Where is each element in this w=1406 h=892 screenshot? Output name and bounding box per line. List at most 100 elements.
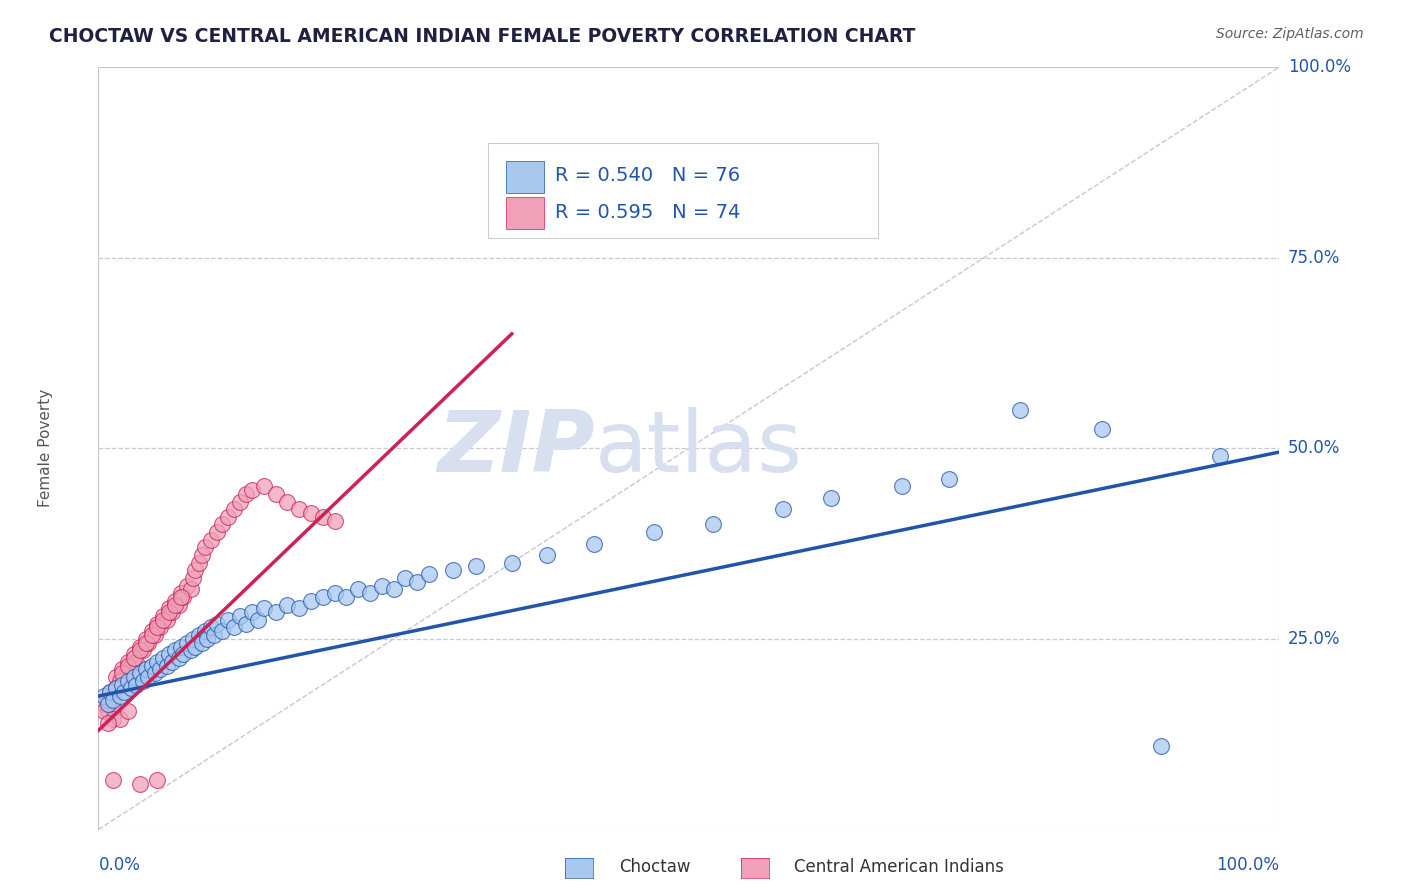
Point — [501, 556, 523, 570]
Point — [143, 666, 166, 681]
Bar — [506, 161, 544, 193]
Point — [1209, 449, 1232, 463]
Point — [253, 601, 276, 615]
Text: 0.0%: 0.0% — [98, 856, 141, 874]
Point — [240, 483, 263, 498]
Point — [108, 689, 131, 703]
Point — [323, 514, 346, 528]
Point — [323, 586, 346, 600]
Point — [157, 647, 180, 661]
Point — [167, 651, 190, 665]
Point — [156, 658, 179, 673]
Point — [224, 620, 246, 634]
Point — [105, 670, 128, 684]
Point — [152, 609, 174, 624]
Point — [359, 586, 381, 600]
Point — [167, 598, 190, 612]
Point — [111, 666, 134, 681]
Point — [146, 655, 169, 669]
Point — [202, 628, 225, 642]
Point — [97, 704, 120, 718]
Point — [157, 601, 180, 615]
Point — [112, 670, 135, 684]
Point — [165, 594, 187, 608]
Point — [200, 533, 222, 547]
Point — [702, 517, 724, 532]
Point — [1091, 422, 1114, 436]
Point — [176, 578, 198, 592]
Point — [121, 658, 143, 673]
Point — [141, 624, 163, 639]
Point — [312, 509, 335, 524]
Point — [136, 636, 159, 650]
Point — [165, 643, 187, 657]
Point — [312, 590, 335, 604]
Point — [149, 662, 172, 676]
Point — [152, 613, 174, 627]
Point — [125, 678, 148, 692]
Point — [121, 681, 143, 696]
Point — [347, 582, 370, 597]
Point — [246, 613, 269, 627]
Point — [180, 643, 202, 657]
Point — [125, 655, 148, 669]
Point — [191, 636, 214, 650]
Point — [156, 613, 179, 627]
Point — [117, 704, 139, 718]
Point — [264, 605, 287, 619]
Point — [152, 651, 174, 665]
Point — [101, 689, 124, 703]
Point — [105, 681, 128, 696]
Point — [160, 655, 183, 669]
Point — [165, 598, 187, 612]
Point — [536, 548, 558, 562]
Point — [394, 571, 416, 585]
Text: 100.0%: 100.0% — [1216, 856, 1279, 874]
Point — [288, 502, 311, 516]
Point — [211, 624, 233, 639]
Point — [146, 772, 169, 787]
Point — [132, 643, 155, 657]
Point — [191, 548, 214, 562]
Text: ZIP: ZIP — [437, 407, 595, 490]
Text: R = 0.540   N = 76: R = 0.540 N = 76 — [555, 167, 741, 186]
Point — [253, 479, 276, 493]
Point — [583, 536, 606, 550]
Point — [122, 670, 145, 684]
Point — [146, 620, 169, 634]
Point — [93, 689, 115, 703]
Point — [194, 624, 217, 639]
Point — [97, 693, 120, 707]
Text: 100.0%: 100.0% — [1288, 58, 1351, 76]
Point — [170, 586, 193, 600]
Point — [101, 712, 124, 726]
Point — [128, 666, 150, 681]
Point — [93, 697, 115, 711]
Point — [101, 772, 124, 787]
Point — [136, 670, 159, 684]
Point — [288, 601, 311, 615]
Point — [465, 559, 488, 574]
Text: 75.0%: 75.0% — [1288, 249, 1340, 267]
Point — [101, 700, 124, 714]
Point — [235, 616, 257, 631]
Point — [240, 605, 263, 619]
Point — [187, 556, 209, 570]
Point — [211, 517, 233, 532]
Point — [111, 662, 134, 676]
Point — [371, 578, 394, 592]
Text: Central American Indians: Central American Indians — [794, 858, 1004, 876]
Point — [97, 697, 120, 711]
Point — [93, 704, 115, 718]
Point — [141, 628, 163, 642]
Point — [276, 598, 298, 612]
Point — [108, 673, 131, 688]
Point — [117, 655, 139, 669]
Point — [111, 678, 134, 692]
Text: Female Poverty: Female Poverty — [38, 389, 53, 508]
Point — [890, 479, 912, 493]
Point — [229, 609, 252, 624]
Point — [135, 636, 157, 650]
Point — [195, 632, 218, 646]
Point — [772, 502, 794, 516]
